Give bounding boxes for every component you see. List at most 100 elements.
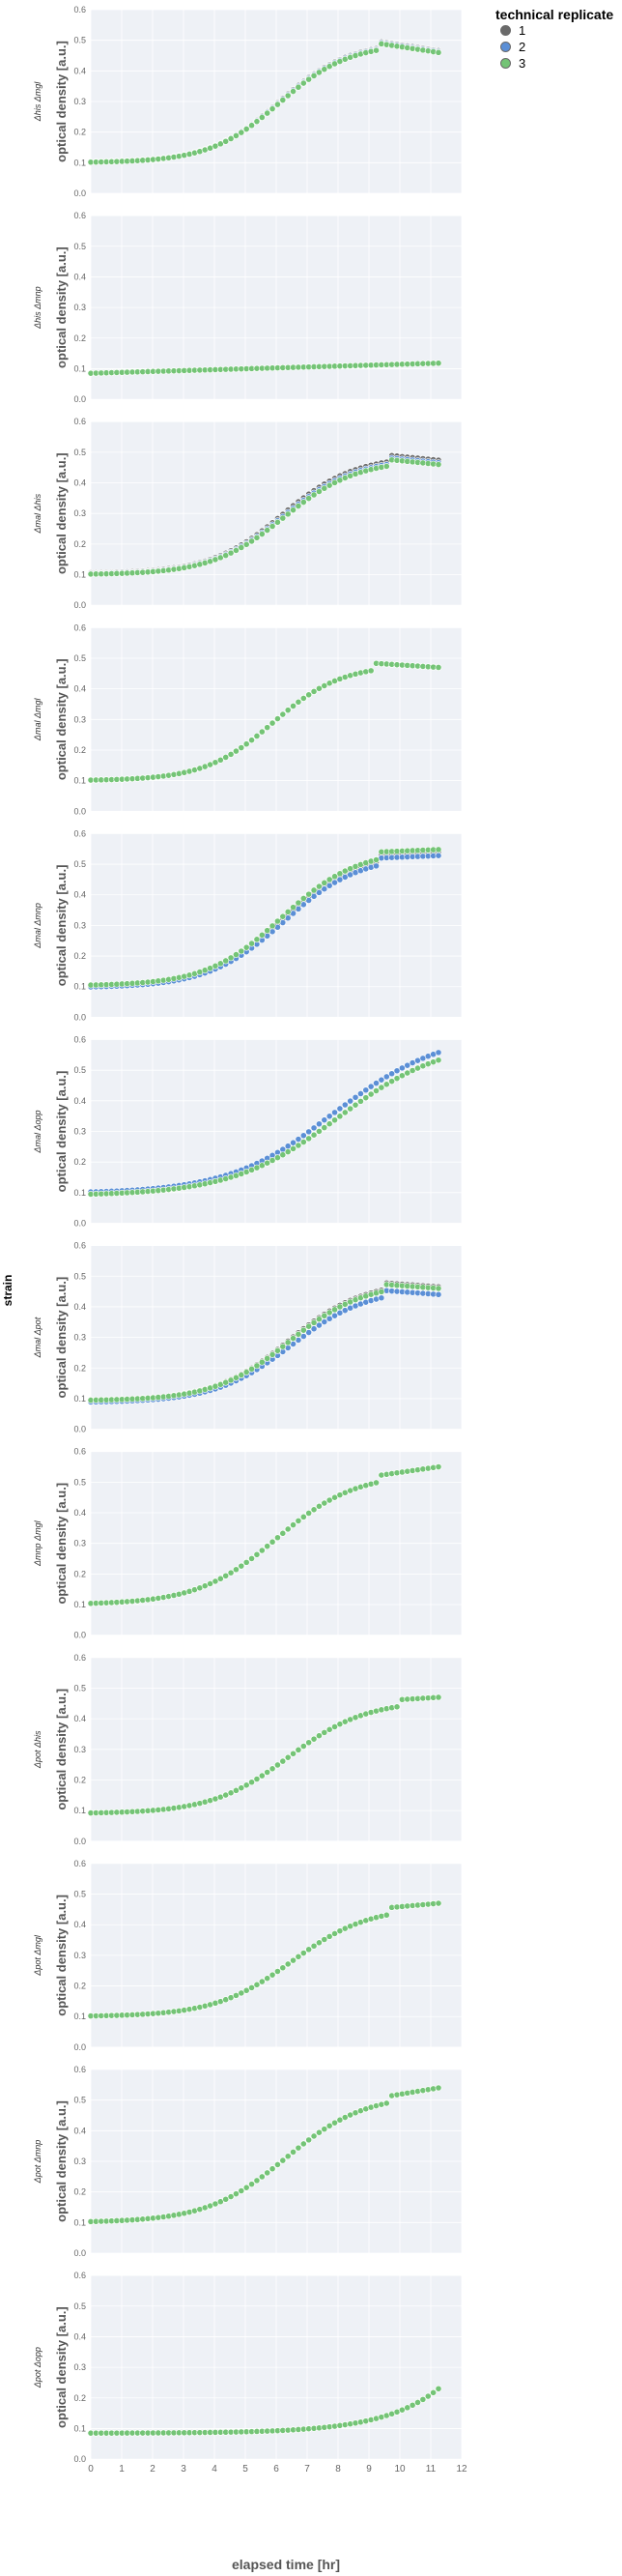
- x-tick-label: 6: [273, 2464, 279, 2475]
- data-point: [258, 1162, 266, 1170]
- data-point: [435, 48, 442, 56]
- y-tick-label: 0.3: [73, 920, 86, 930]
- data-point: [248, 940, 255, 947]
- legend-title: technical replicate: [495, 7, 614, 22]
- data-point: [336, 1113, 344, 1120]
- data-point: [367, 1083, 375, 1090]
- data-point: [233, 2190, 240, 2198]
- y-tick-label: 0.3: [73, 2156, 86, 2166]
- data-point: [325, 876, 333, 883]
- strain-label: Δhis Δmnp: [33, 286, 42, 330]
- data-point: [279, 1964, 287, 1972]
- data-point: [242, 1369, 250, 1375]
- y-tick-label: 0.3: [73, 1333, 86, 1343]
- panel: 0.0 0.1 0.2 0.3 0.4 0.5 0.6 optical density [a.…: [33, 1035, 463, 1229]
- data-point: [305, 1128, 313, 1136]
- legend-entry-3: 3: [495, 55, 616, 72]
- data-point: [435, 846, 442, 854]
- data-point: [382, 1073, 390, 1081]
- data-point: [310, 1942, 318, 1950]
- data-point: [357, 1090, 364, 1097]
- data-point: [269, 719, 276, 727]
- y-tick-label: 0.1: [73, 2012, 86, 2021]
- y-tick-label: 0.0: [73, 2454, 86, 2464]
- data-point: [274, 715, 281, 722]
- y-tick-label: 0.5: [73, 1065, 86, 1075]
- data-point: [233, 547, 240, 554]
- y-tick-label: 0.1: [73, 570, 86, 580]
- panel: 0.0 0.1 0.2 0.3 0.4 0.5 0.6 optical density [a.…: [33, 211, 463, 404]
- y-tick-label: 0.3: [73, 1745, 86, 1754]
- data-point: [290, 1335, 297, 1342]
- data-point: [310, 1506, 318, 1514]
- data-point: [331, 873, 338, 881]
- y-tick-label: 0.2: [73, 333, 86, 343]
- data-point: [264, 2169, 271, 2177]
- data-point: [269, 2165, 276, 2173]
- data-point: [316, 2128, 323, 2136]
- data-point: [325, 1932, 333, 1940]
- data-point: [362, 1094, 370, 1102]
- y-axis-title: optical density [a.u.]: [54, 865, 69, 987]
- data-point: [290, 904, 297, 912]
- data-point: [274, 1154, 281, 1162]
- data-point: [242, 740, 250, 748]
- data-point: [253, 2177, 261, 2185]
- data-point: [279, 1529, 287, 1537]
- data-point: [258, 114, 266, 121]
- data-point: [435, 1056, 442, 1064]
- data-point: [382, 2099, 390, 2107]
- data-point: [362, 1086, 370, 1094]
- data-point: [305, 1135, 313, 1143]
- y-tick-label: 0.4: [73, 1714, 86, 1723]
- data-point: [321, 1936, 328, 1943]
- y-tick-label: 0.5: [73, 2301, 86, 2311]
- data-point: [222, 1572, 230, 1579]
- data-point: [290, 1956, 297, 1964]
- data-point: [264, 927, 271, 935]
- data-point: [435, 2084, 442, 2092]
- y-tick-label: 0.2: [73, 2187, 86, 2197]
- y-tick-label: 0.2: [73, 1569, 86, 1578]
- data-point: [435, 1693, 442, 1701]
- y-tick-label: 0.6: [73, 1447, 86, 1457]
- y-tick-label: 0.2: [73, 2393, 86, 2403]
- y-tick-label: 0.2: [73, 1775, 86, 1784]
- y-tick-label: 0.1: [73, 363, 86, 373]
- data-point: [290, 1144, 297, 1152]
- data-point: [305, 1946, 313, 1954]
- data-point: [393, 1703, 401, 1711]
- data-point: [325, 1309, 333, 1317]
- strain-label: Δmal Δopp: [33, 1110, 42, 1153]
- data-point: [279, 912, 287, 920]
- data-point: [233, 951, 240, 958]
- data-point: [227, 135, 235, 142]
- data-point: [274, 1761, 281, 1769]
- data-point: [331, 2119, 338, 2127]
- legend-entry-2: 2: [495, 39, 616, 55]
- y-tick-label: 0.1: [73, 982, 86, 992]
- y-tick-label: 0.4: [73, 2126, 86, 2135]
- data-point: [367, 667, 375, 675]
- data-point: [435, 1285, 442, 1292]
- data-point: [216, 756, 224, 764]
- data-point: [299, 79, 307, 87]
- data-point: [310, 72, 318, 79]
- data-point: [279, 1151, 287, 1159]
- data-point: [264, 109, 271, 117]
- data-point: [248, 737, 255, 744]
- data-point: [284, 1960, 292, 1968]
- data-point: [299, 1950, 307, 1956]
- y-tick-label: 0.0: [73, 188, 86, 198]
- y-tick-label: 0.0: [73, 1425, 86, 1434]
- y-tick-label: 0.1: [73, 1394, 86, 1404]
- data-point: [305, 691, 313, 699]
- data-point: [258, 1358, 266, 1366]
- y-tick-label: 0.2: [73, 128, 86, 137]
- y-tick-label: 0.4: [73, 272, 86, 281]
- data-point: [284, 1339, 292, 1346]
- y-tick-label: 0.2: [73, 951, 86, 961]
- data-point: [233, 1786, 240, 1794]
- data-point: [284, 510, 292, 518]
- data-point: [253, 936, 261, 943]
